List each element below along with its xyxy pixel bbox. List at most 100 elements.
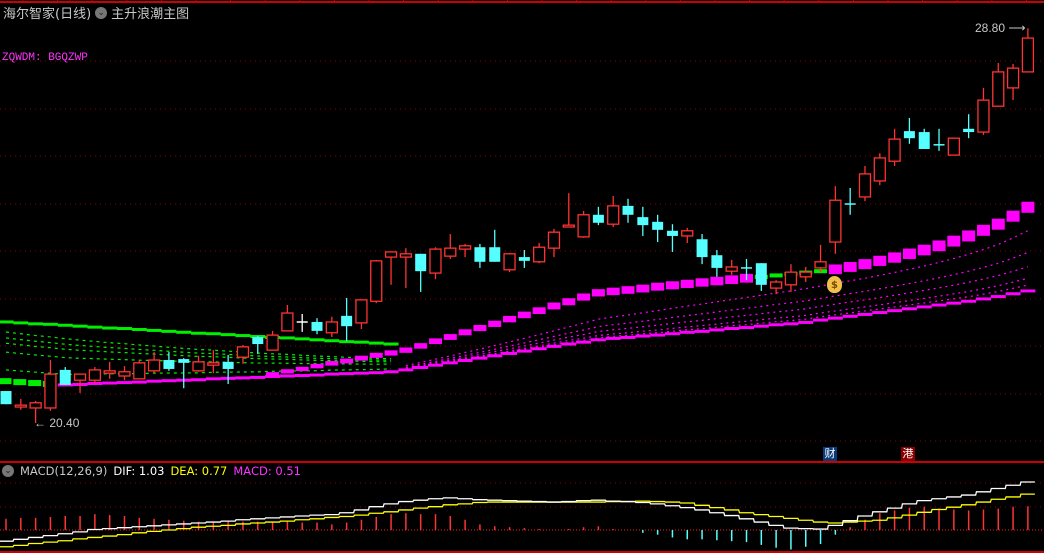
stock-title: 海尔智家(日线)	[3, 7, 92, 22]
lower-trend-segment	[398, 368, 414, 372]
candle-body-up	[207, 362, 220, 366]
green-trend-segment	[28, 322, 44, 326]
lower-trend-segment	[102, 381, 118, 385]
candle-body-up	[829, 199, 842, 243]
lower-trend-segment	[235, 376, 251, 380]
green-trend-segment	[368, 341, 384, 345]
lower-trend-segment	[87, 382, 103, 386]
lower-trend-segment	[1005, 292, 1021, 296]
lower-trend-segment	[887, 309, 903, 313]
indicator-selector[interactable]: 主升浪潮主图	[111, 7, 190, 22]
green-trend-segment	[116, 327, 132, 331]
green-trend-segment	[13, 321, 29, 325]
candle-body-down	[963, 128, 975, 133]
green-trend-segment	[72, 324, 88, 328]
candle-body-up	[562, 224, 575, 228]
candle-body-up	[370, 260, 383, 302]
green-trend-segment	[57, 323, 73, 327]
chart-header: 海尔智家(日线) ⌄ 主升浪潮主图	[3, 3, 189, 22]
upper-trend-segment	[414, 343, 428, 349]
green-trend-segment	[324, 339, 340, 343]
candle-body-up	[88, 369, 102, 381]
upper-trend-segment	[473, 325, 487, 332]
green-trend-segment	[87, 325, 103, 329]
upper-trend-segment	[636, 284, 650, 293]
candle-body-up	[236, 346, 250, 358]
candle-body-down	[933, 144, 945, 146]
candle-body-up	[147, 359, 161, 372]
lower-trend-segment	[353, 371, 369, 375]
lower-trend-segment	[205, 377, 221, 381]
upper-trend-segment	[695, 278, 709, 287]
candle-body-up	[681, 230, 694, 237]
candle-body-down	[59, 369, 71, 385]
arrow-right-icon: ⟶	[1005, 21, 1026, 35]
lower-trend-segment	[457, 358, 473, 362]
lower-trend-segment	[279, 374, 295, 378]
upper-trend-segment	[503, 315, 517, 323]
dif-line	[0, 481, 1035, 542]
lower-trend-segment	[620, 335, 636, 339]
candle-body-down	[696, 239, 708, 258]
candle-body-down	[222, 361, 234, 369]
candle-body-up	[888, 138, 901, 162]
upper-trend-segment	[858, 259, 872, 270]
candle-body-up	[992, 71, 1005, 107]
lower-trend-segment	[650, 333, 666, 337]
candle-body-up	[281, 312, 294, 332]
upper-trend-segment	[443, 334, 457, 340]
candle-body-up	[533, 246, 546, 263]
candle-body-up	[503, 253, 516, 271]
lower-trend-segment	[413, 366, 429, 370]
lower-trend-segment	[724, 327, 740, 331]
green-trend-segment	[102, 326, 118, 330]
candle-body-up	[1021, 37, 1035, 73]
green-trend-segment	[279, 336, 295, 340]
lower-trend-segment	[783, 322, 799, 326]
green-trend-segment	[339, 340, 355, 344]
money-bag-icon[interactable]: $	[827, 276, 842, 293]
green-trend-segment	[146, 328, 162, 332]
lower-trend-segment	[842, 314, 858, 318]
chevron-down-circle-icon[interactable]: ⌄	[95, 6, 108, 19]
lower-trend-segment	[753, 324, 769, 328]
green-trend-segment	[161, 329, 177, 333]
upper-trend-segment	[680, 279, 694, 288]
hk-marker[interactable]: 港	[901, 447, 915, 461]
lower-trend-segment	[265, 374, 281, 378]
lower-trend-segment	[161, 379, 177, 383]
lower-trend-segment	[561, 342, 577, 346]
candle-body-up	[399, 253, 413, 258]
candle-body-up	[784, 271, 798, 286]
lower-trend-segment	[916, 305, 932, 309]
finance-marker[interactable]: 财	[823, 447, 837, 461]
upper-trend-segment	[428, 338, 442, 345]
candle-body-up	[266, 334, 279, 351]
lower-trend-segment	[28, 380, 42, 387]
lower-trend-segment	[324, 372, 340, 376]
candle-body-up	[14, 404, 27, 408]
lower-trend-segment	[309, 373, 325, 377]
chevron-down-circle-icon[interactable]: ⌄	[2, 465, 14, 477]
green-trend-segment	[191, 331, 207, 335]
lower-trend-segment	[442, 361, 458, 365]
candle-body-down	[652, 221, 664, 230]
magenta-dashed-line	[405, 277, 1029, 370]
formula-label: ZQWDM: BGQZWP	[2, 52, 88, 64]
upper-trend-segment	[888, 252, 902, 263]
lower-trend-segment	[531, 347, 547, 351]
upper-trend-segment	[266, 372, 280, 377]
green-trend-segment	[131, 327, 147, 331]
lower-trend-segment	[990, 295, 1006, 299]
candle-body-up	[355, 299, 368, 324]
candle-body-down	[341, 315, 353, 327]
upper-trend-segment	[295, 366, 309, 372]
lower-trend-segment	[901, 307, 917, 311]
candle-body-down	[163, 360, 175, 369]
lower-trend-segment	[191, 378, 207, 382]
upper-trend-segment	[947, 235, 961, 247]
candle-body-up	[44, 373, 57, 409]
macd-name[interactable]: MACD(12,26,9)	[20, 464, 108, 478]
candle-body-up	[858, 173, 872, 198]
